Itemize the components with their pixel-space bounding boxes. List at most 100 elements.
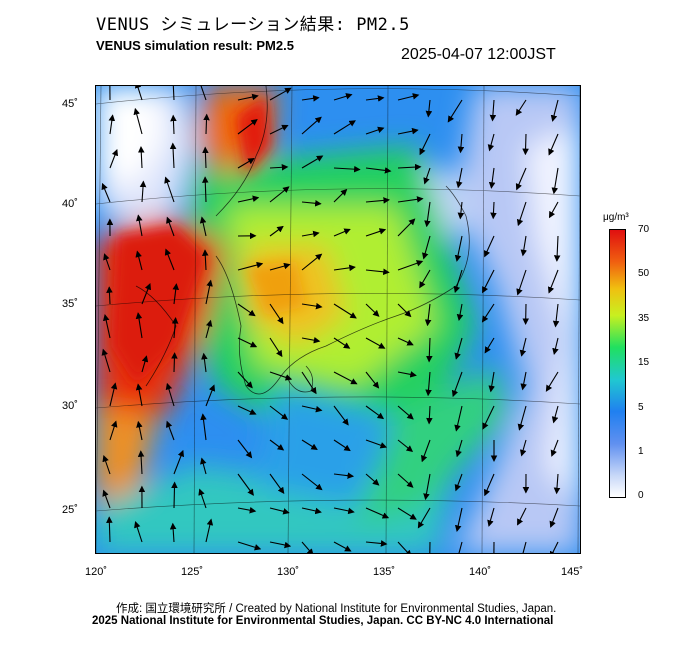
wind-arrow bbox=[482, 269, 495, 294]
wind-arrow bbox=[269, 371, 293, 381]
wind-arrow bbox=[237, 541, 262, 551]
colorbar-tick-70: 70 bbox=[638, 224, 650, 235]
wind-arrow bbox=[164, 248, 175, 271]
wind-arrow bbox=[135, 250, 143, 271]
wind-arrow bbox=[397, 507, 417, 520]
wind-arrow bbox=[425, 99, 433, 118]
wind-arrow bbox=[237, 119, 258, 135]
wind-arrow bbox=[365, 197, 390, 204]
wind-arrow bbox=[548, 201, 559, 219]
wind-arrow bbox=[237, 473, 254, 496]
wind-arrow bbox=[301, 371, 317, 395]
wind-arrow bbox=[237, 506, 257, 514]
wind-arrow bbox=[301, 95, 320, 102]
wind-arrow bbox=[488, 167, 496, 189]
wind-arrow bbox=[169, 142, 177, 169]
lat-label-40: 40˚ bbox=[62, 198, 78, 210]
wind-arrow bbox=[517, 507, 527, 526]
colorbar-tick-1: 1 bbox=[638, 446, 644, 457]
wind-arrow bbox=[133, 107, 143, 135]
wind-arrow bbox=[397, 196, 424, 203]
wind-arrow bbox=[199, 216, 207, 237]
lon-label-120: 120˚ bbox=[85, 566, 108, 578]
wind-arrow bbox=[108, 114, 116, 135]
wind-arrow bbox=[237, 439, 253, 459]
wind-arrow bbox=[520, 235, 528, 257]
wind-arrow bbox=[170, 114, 177, 135]
wind-arrow bbox=[515, 99, 527, 116]
copyright-line: 2025 National Institute for Environmenta… bbox=[92, 615, 554, 627]
wind-arrow bbox=[198, 488, 207, 509]
wind-arrow bbox=[365, 268, 390, 276]
wind-arrow bbox=[365, 507, 390, 519]
wind-arrow bbox=[397, 541, 412, 553]
wind-arrow bbox=[301, 405, 323, 413]
wind-arrow bbox=[455, 439, 463, 458]
colorbar-tick-15: 15 bbox=[638, 357, 650, 368]
wind-arrow bbox=[425, 371, 432, 397]
lon-label-145: 145˚ bbox=[561, 566, 584, 578]
wind-arrow bbox=[365, 405, 385, 420]
wind-arrow bbox=[419, 269, 431, 289]
wind-arrow bbox=[456, 167, 463, 189]
wind-arrow bbox=[454, 337, 463, 360]
wind-arrow bbox=[483, 473, 495, 497]
wind-arrow bbox=[141, 355, 149, 373]
wind-arrow bbox=[333, 541, 352, 552]
wind-arrow bbox=[301, 507, 322, 515]
wind-arrow bbox=[522, 133, 529, 156]
wind-arrow bbox=[333, 303, 357, 319]
wind-arrow bbox=[333, 120, 356, 135]
wind-arrow bbox=[551, 167, 559, 195]
wind-arrow bbox=[102, 489, 111, 509]
wind-arrow bbox=[269, 473, 285, 494]
wind-arrow bbox=[103, 253, 111, 271]
wind-arrow bbox=[237, 158, 255, 169]
wind-arrow bbox=[166, 216, 175, 237]
wind-arrow bbox=[522, 541, 527, 553]
wind-arrow bbox=[333, 472, 355, 479]
wind-arrow bbox=[365, 540, 388, 547]
wind-arrow bbox=[397, 260, 424, 271]
wind-arrow bbox=[484, 337, 495, 354]
wind-arrow bbox=[397, 439, 414, 452]
wind-arrow bbox=[200, 457, 207, 475]
wind-arrow bbox=[397, 337, 414, 346]
wind-arrow bbox=[109, 420, 118, 441]
wind-arrow bbox=[269, 87, 292, 101]
wind-arrow bbox=[301, 302, 323, 310]
wind-arrow bbox=[106, 286, 113, 305]
wind-arrow bbox=[269, 303, 284, 325]
wind-arrow bbox=[454, 235, 463, 262]
wind-arrow bbox=[301, 253, 323, 271]
wind-arrow bbox=[424, 201, 431, 228]
wind-arrow bbox=[237, 405, 257, 415]
wind-arrow bbox=[454, 473, 463, 492]
wind-arrow bbox=[333, 188, 348, 203]
wind-arrow bbox=[237, 93, 259, 101]
wind-arrow bbox=[269, 507, 290, 515]
wind-arrow bbox=[203, 113, 210, 135]
wind-arrow bbox=[169, 522, 177, 543]
wind-arrow bbox=[301, 439, 318, 450]
wind-arrow bbox=[269, 405, 289, 420]
wind-arrow bbox=[205, 319, 213, 339]
colorbar-tick-50: 50 bbox=[638, 268, 650, 279]
lon-label-135: 135˚ bbox=[373, 566, 396, 578]
wind-arrow bbox=[333, 371, 358, 385]
wind-arrow bbox=[137, 146, 145, 169]
wind-arrow bbox=[301, 541, 314, 553]
wind-arrow bbox=[548, 133, 559, 156]
lon-label-140: 140˚ bbox=[469, 566, 492, 578]
wind-arrow bbox=[136, 214, 143, 237]
wind-arrow bbox=[333, 228, 351, 237]
wind-arrow bbox=[205, 518, 214, 543]
wind-arrow bbox=[447, 99, 463, 123]
wind-arrow bbox=[102, 314, 111, 339]
wind-arrow bbox=[550, 439, 559, 457]
wind-arrow bbox=[458, 541, 463, 553]
colorbar-unit: μg/m³ bbox=[603, 212, 629, 223]
wind-arrow bbox=[205, 384, 216, 407]
lat-label-35: 35˚ bbox=[62, 298, 78, 310]
wind-arrow bbox=[453, 269, 463, 294]
